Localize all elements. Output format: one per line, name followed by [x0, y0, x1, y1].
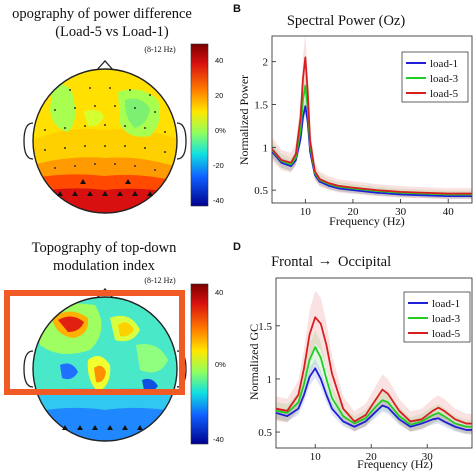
- legend-label: load-3: [432, 313, 461, 325]
- panel-b-ylabel: Normalized Power: [237, 75, 251, 165]
- legend: load-1 load-3 load-5: [403, 291, 471, 343]
- panel-d: D Frontal → Occipital Normalized GC Freq…: [233, 241, 473, 471]
- colorbar-a-tick: 0%: [215, 126, 226, 135]
- panel-b-letter: B: [233, 3, 241, 15]
- plot-area-d: 1.5 1 0.5 10 20 30 load-1 load-3 load-5: [258, 277, 473, 463]
- colorbar-a-tick: 20: [215, 91, 223, 100]
- arrow-right-icon: →: [318, 253, 333, 269]
- panel-d-xlabel: Frequency (Hz): [357, 457, 433, 471]
- panel-c-title-line2: modulation index: [53, 258, 156, 274]
- panel-a: opography of power difference (Load-5 vs…: [12, 6, 226, 214]
- y-tick-label: 0.5: [258, 427, 272, 439]
- x-tick-label: 10: [310, 451, 322, 463]
- panel-a-title-line2: (Load-5 vs Load-1): [55, 24, 169, 40]
- series-line-load-1: [275, 367, 472, 431]
- y-tick-label: 2: [263, 57, 269, 69]
- left-ear-icon: [23, 122, 34, 160]
- y-tick-label: 0.5: [254, 185, 268, 197]
- colorbar-c: [190, 283, 209, 445]
- x-tick-label: 30: [395, 206, 407, 218]
- left-ear-icon: [23, 350, 34, 388]
- series-line-load-5: [275, 316, 472, 425]
- x-tick-label: 10: [300, 206, 312, 218]
- panel-b: B Spectral Power (Oz) Normalized Power F…: [233, 3, 473, 228]
- error-band: [276, 358, 472, 435]
- error-band: [276, 290, 472, 434]
- head-outline-c: [32, 296, 178, 442]
- topomap-c: [33, 297, 177, 441]
- x-tick-label: 40: [443, 206, 455, 218]
- panel-d-title-left: Frontal: [271, 254, 313, 270]
- colorbar-a-tick: 40: [215, 56, 223, 65]
- significant-electrodes-a: [57, 179, 153, 196]
- y-tick-label: 1.5: [258, 321, 272, 333]
- colorbar-a: [190, 43, 209, 207]
- legend: load-1 load-3 load-5: [401, 51, 469, 103]
- significant-electrodes-c: [62, 425, 143, 430]
- colorbar-c-tick: 0%: [215, 360, 226, 369]
- legend-label: load-5: [430, 88, 459, 100]
- nose-icon: [95, 60, 115, 72]
- panel-b-title: Spectral Power (Oz): [287, 13, 406, 29]
- legend-label: load-3: [430, 73, 459, 85]
- plot-area-b: 2 1.5 1 0.5 10 20 30 40 load-1 load-3 load-5: [254, 32, 473, 218]
- x-tick-label: 20: [366, 451, 378, 463]
- series-line-load-1: [271, 105, 472, 198]
- panel-d-ylabel: Normalized GC: [247, 324, 261, 400]
- legend-label: load-1: [430, 58, 458, 70]
- y-tick-label: 1: [267, 374, 273, 386]
- y-tick-label: 1: [263, 142, 269, 154]
- colorbar-c-ticks: 40 0% -40: [213, 288, 226, 444]
- x-tick-label: 20: [347, 206, 359, 218]
- colorbar-c-tick: -40: [213, 435, 224, 444]
- panel-d-letter: D: [233, 241, 241, 253]
- electrodes-a: [44, 87, 166, 171]
- head-outline-a: [32, 68, 178, 214]
- panel-a-title-line1: opography of power difference: [12, 6, 192, 22]
- panel-a-band: (8-12 Hz): [144, 45, 176, 54]
- legend-label: load-1: [432, 298, 460, 310]
- panel-b-xlabel: Frequency (Hz): [329, 214, 405, 228]
- highlight-box: [4, 290, 185, 395]
- colorbar-a-tick: -20: [213, 161, 224, 170]
- panel-c-title-line1: Topography of top-down: [32, 240, 178, 256]
- topomap-a: [33, 69, 177, 213]
- colorbar-c-tick: 40: [215, 288, 223, 297]
- series-line-load-3: [275, 346, 472, 428]
- colorbar-a-ticks: 40 20 0% -20 -40: [213, 56, 226, 205]
- right-ear-icon: [176, 122, 187, 160]
- series-line-load-5: [271, 56, 472, 195]
- colorbar-a-tick: -40: [213, 196, 224, 205]
- x-tick-label: 30: [422, 451, 434, 463]
- panel-c: Topography of top-down modulation index …: [4, 240, 226, 445]
- panel-d-title-right: Occipital: [338, 254, 391, 270]
- panel-c-band: (8-12 Hz): [144, 276, 176, 285]
- legend-label: load-5: [432, 328, 461, 340]
- y-tick-label: 1.5: [254, 100, 268, 112]
